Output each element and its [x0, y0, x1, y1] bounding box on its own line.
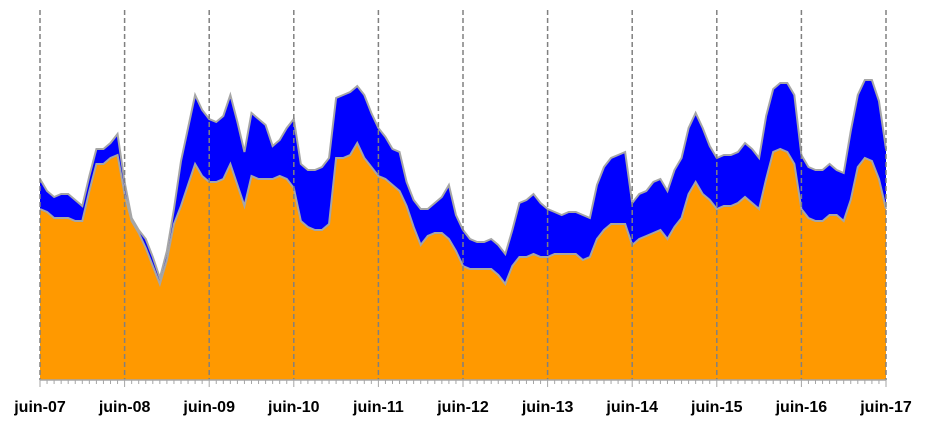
x-tick-label: juin-09 [182, 399, 235, 416]
x-tick-label: juin-17 [859, 399, 912, 416]
x-tick-label: juin-07 [13, 399, 66, 416]
x-tick-label: juin-12 [436, 399, 489, 416]
x-tick-label: juin-15 [690, 399, 743, 416]
x-tick-label: juin-16 [775, 399, 828, 416]
x-tick-label: juin-11 [352, 399, 404, 416]
x-tick-label: juin-13 [521, 399, 574, 416]
x-tick-label: juin-08 [98, 399, 151, 416]
x-tick-label: juin-14 [605, 399, 658, 416]
area [40, 80, 886, 284]
area [40, 143, 886, 380]
x-tick-label: juin-10 [267, 399, 320, 416]
